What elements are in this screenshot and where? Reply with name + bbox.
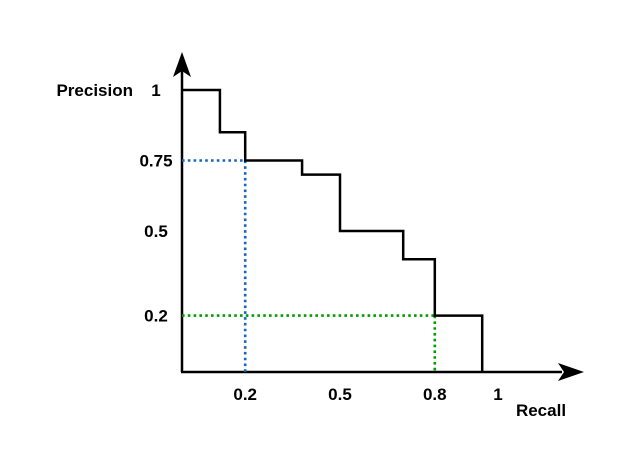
x-tick-label-0-8: 0.8 <box>423 385 447 404</box>
x-tick-label-0-5: 0.5 <box>328 385 352 404</box>
y-tick-label-0-2: 0.2 <box>144 307 168 326</box>
x-tick-label-0-2: 0.2 <box>233 385 257 404</box>
x-axis-arrowhead-icon <box>558 363 584 381</box>
y-axis-title: Precision <box>56 81 133 100</box>
x-axis-title: Recall <box>516 401 566 420</box>
x-axis <box>181 363 584 381</box>
y-tick-label-1: 1 <box>151 81 160 100</box>
x-tick-label-1: 1 <box>493 385 502 404</box>
guide-lines <box>182 159 437 372</box>
y-tick-label-0-5: 0.5 <box>144 222 168 241</box>
pr-step-curve <box>182 88 484 372</box>
y-tick-label-0-75: 0.75 <box>139 152 172 171</box>
y-axis-arrowhead-icon <box>173 52 191 77</box>
y-axis <box>173 52 191 372</box>
